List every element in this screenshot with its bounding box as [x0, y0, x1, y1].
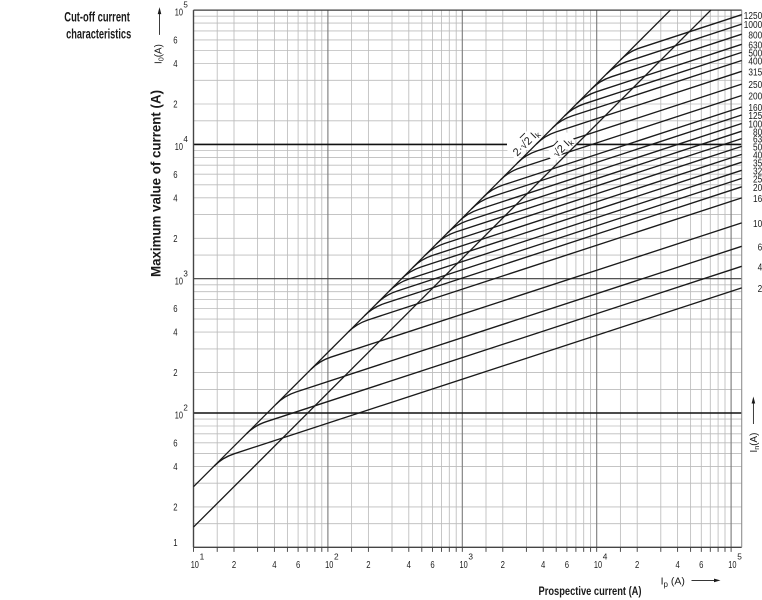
svg-text:40: 40: [753, 151, 762, 162]
svg-text:2: 2: [173, 368, 177, 379]
svg-text:10: 10: [175, 411, 183, 422]
svg-text:4: 4: [173, 59, 177, 70]
svg-text:Cut-off current: Cut-off current: [64, 9, 130, 25]
svg-text:6: 6: [173, 438, 177, 449]
svg-text:6: 6: [758, 242, 762, 253]
svg-text:16: 16: [753, 194, 762, 205]
svg-text:2: 2: [758, 284, 762, 295]
svg-text:80: 80: [753, 127, 762, 138]
svg-text:4: 4: [758, 262, 762, 273]
svg-text:2: 2: [232, 560, 236, 571]
svg-text:2: 2: [183, 404, 188, 413]
svg-text:35: 35: [753, 158, 762, 169]
svg-text:10: 10: [325, 560, 333, 571]
svg-text:3: 3: [183, 269, 188, 278]
svg-text:630: 630: [748, 40, 762, 51]
svg-text:160: 160: [748, 103, 762, 114]
svg-text:1250: 1250: [744, 11, 762, 22]
svg-text:25: 25: [753, 175, 762, 186]
svg-text:2: 2: [366, 560, 370, 571]
svg-text:4: 4: [603, 552, 608, 562]
svg-text:1: 1: [173, 538, 177, 549]
svg-text:6: 6: [699, 560, 703, 571]
svg-text:200: 200: [748, 92, 762, 103]
svg-text:20: 20: [753, 183, 762, 194]
svg-text:Maximum value of current (A): Maximum value of current (A): [149, 90, 164, 277]
svg-text:10: 10: [460, 560, 468, 571]
svg-text:250: 250: [748, 80, 762, 91]
svg-text:4: 4: [675, 560, 679, 571]
svg-text:6: 6: [173, 170, 177, 181]
svg-text:10: 10: [175, 8, 183, 19]
svg-text:3: 3: [468, 552, 473, 562]
svg-text:4: 4: [173, 193, 177, 204]
svg-text:63: 63: [753, 135, 762, 146]
svg-text:2: 2: [501, 560, 505, 571]
svg-text:50: 50: [753, 143, 762, 154]
svg-text:4: 4: [183, 135, 188, 144]
svg-text:6: 6: [173, 36, 177, 47]
svg-text:5: 5: [737, 552, 742, 562]
svg-text:4: 4: [173, 328, 177, 339]
svg-text:100: 100: [748, 120, 762, 131]
svg-text:2: 2: [173, 234, 177, 245]
svg-text:400: 400: [748, 57, 762, 68]
svg-text:2: 2: [173, 503, 177, 514]
svg-text:4: 4: [541, 560, 545, 571]
svg-text:10: 10: [753, 219, 762, 230]
svg-text:5: 5: [183, 1, 188, 10]
svg-text:10: 10: [728, 560, 736, 571]
svg-text:500: 500: [748, 49, 762, 60]
svg-text:4: 4: [173, 462, 177, 473]
svg-text:In(A): In(A): [749, 433, 761, 453]
svg-text:2: 2: [635, 560, 639, 571]
svg-text:10: 10: [175, 142, 183, 153]
svg-text:315: 315: [748, 67, 762, 78]
svg-text:6: 6: [430, 560, 434, 571]
svg-text:6: 6: [565, 560, 569, 571]
svg-text:125: 125: [748, 111, 762, 122]
svg-text:32: 32: [753, 166, 762, 177]
svg-text:2: 2: [173, 100, 177, 111]
svg-text:4: 4: [407, 560, 411, 571]
svg-text:Prospective current (A): Prospective current (A): [539, 584, 642, 598]
svg-text:6: 6: [296, 560, 300, 571]
svg-text:10: 10: [594, 560, 602, 571]
svg-text:800: 800: [748, 30, 762, 41]
svg-text:4: 4: [272, 560, 276, 571]
svg-text:2: 2: [334, 552, 339, 562]
svg-text:characteristics: characteristics: [66, 26, 131, 42]
svg-text:I0(A): I0(A): [154, 44, 166, 64]
svg-text:6: 6: [173, 304, 177, 315]
svg-text:1000: 1000: [744, 20, 762, 31]
svg-text:10: 10: [191, 560, 199, 571]
svg-text:1: 1: [200, 552, 205, 562]
svg-text:10: 10: [175, 276, 183, 287]
